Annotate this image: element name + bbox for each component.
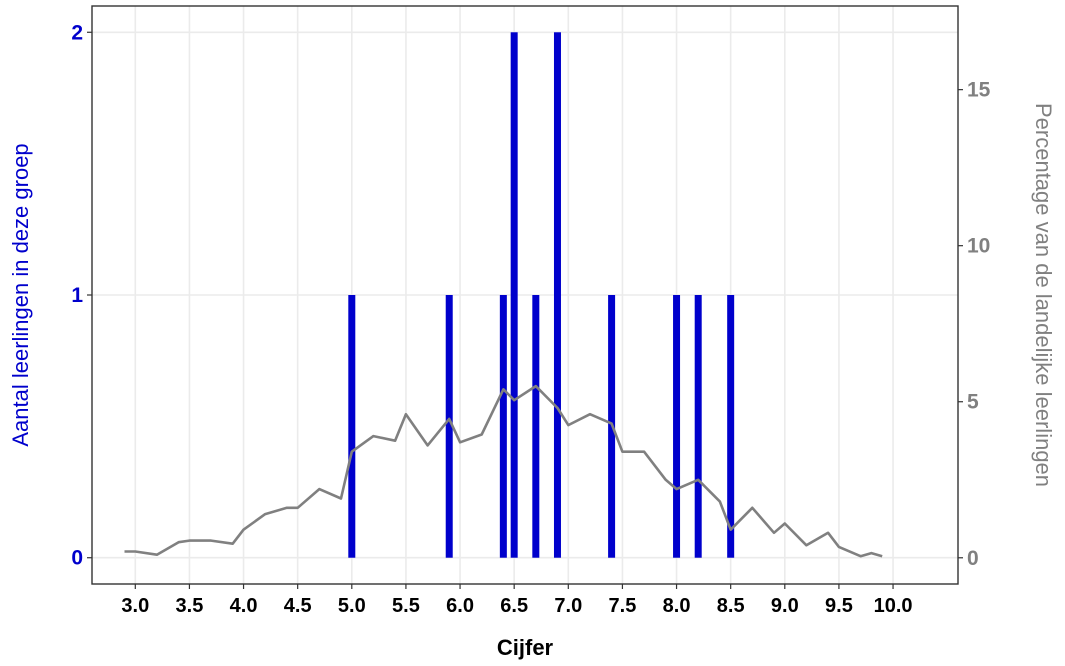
y-right-tick-label: 5 bbox=[967, 391, 979, 414]
x-tick-label: 4.0 bbox=[230, 595, 258, 617]
bar bbox=[499, 295, 507, 558]
bar bbox=[348, 295, 356, 558]
x-tick-label: 6.0 bbox=[446, 595, 474, 617]
y-right-tick-label: 10 bbox=[967, 235, 990, 258]
x-tick-label: 10.0 bbox=[874, 595, 913, 617]
y-left-tick-label: 1 bbox=[71, 284, 83, 307]
y-right-axis-title: Percentage van de landelijke leerlingen bbox=[1031, 103, 1056, 487]
x-axis-title: Cijfer bbox=[497, 635, 554, 660]
x-tick-label: 8.0 bbox=[663, 595, 691, 617]
line-layer bbox=[124, 384, 883, 558]
bar bbox=[673, 295, 681, 558]
bar bbox=[727, 295, 735, 558]
x-tick-label: 8.5 bbox=[717, 595, 745, 617]
bar bbox=[553, 32, 561, 558]
x-tick-label: 9.0 bbox=[771, 595, 799, 617]
y-right-tick-label: 15 bbox=[967, 79, 991, 102]
bar bbox=[694, 295, 702, 558]
x-tick-label: 9.5 bbox=[825, 595, 853, 617]
y-right-tick-label: 0 bbox=[967, 547, 979, 570]
x-tick-label: 5.5 bbox=[392, 595, 420, 617]
bar bbox=[445, 295, 453, 558]
x-tick-label: 3.0 bbox=[121, 595, 149, 617]
x-tick-label: 6.5 bbox=[500, 595, 528, 617]
y-left-tick-label: 0 bbox=[71, 547, 83, 570]
y-right-tick-labels: 0 5 10 15 bbox=[967, 79, 991, 570]
x-tick-label: 7.5 bbox=[609, 595, 637, 617]
y-left-tick-label: 2 bbox=[71, 21, 83, 44]
bar bbox=[510, 32, 518, 558]
x-tick-label: 5.0 bbox=[338, 595, 366, 617]
bar bbox=[532, 295, 540, 558]
y-left-axis-title: Aantal leerlingen in deze groep bbox=[8, 143, 33, 446]
x-tick-label: 3.5 bbox=[176, 595, 204, 617]
x-tick-label: 4.5 bbox=[284, 595, 312, 617]
y-left-tick-labels: 0 1 2 bbox=[71, 21, 83, 569]
x-tick-labels: 3.0 3.5 4.0 4.5 5.0 5.5 6.0 6.5 7.0 7.5 8.0 8.5 9.0 9… bbox=[121, 595, 912, 617]
x-tick-label: 7.0 bbox=[554, 595, 582, 617]
axis-ticks bbox=[87, 31, 963, 589]
line-series bbox=[124, 384, 883, 558]
